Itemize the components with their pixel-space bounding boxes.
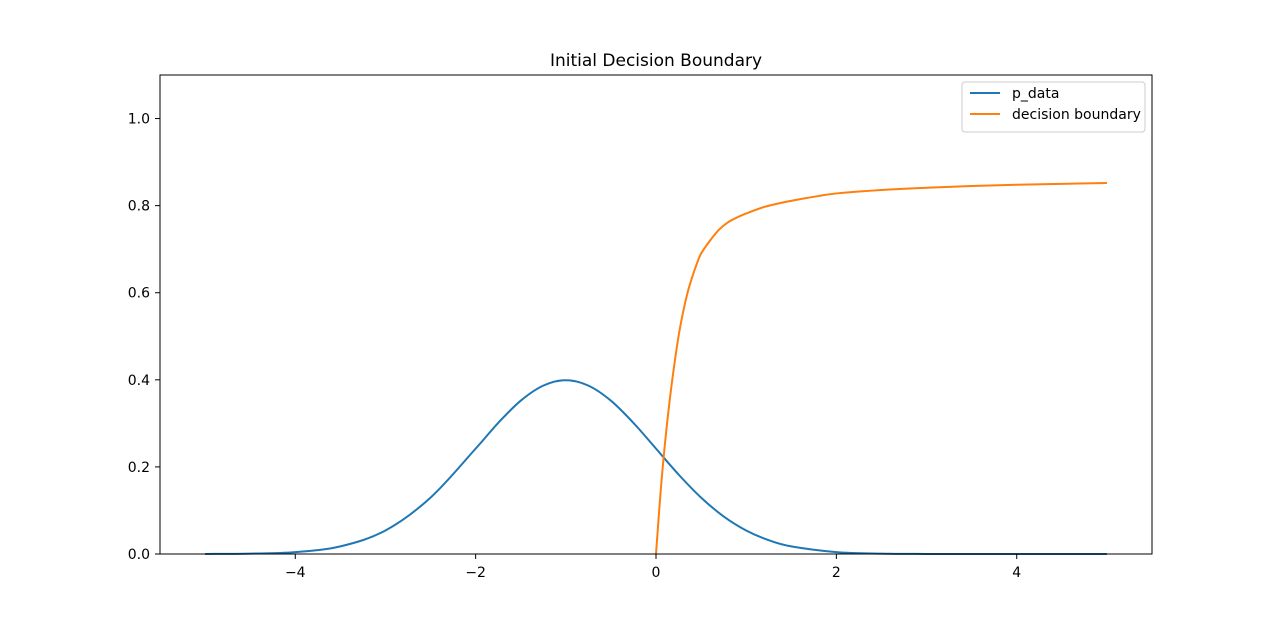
- x-tick-label: −2: [465, 565, 486, 581]
- legend: p_data decision boundary: [961, 81, 1146, 133]
- x-tick-label: 0: [652, 565, 661, 581]
- y-tick-label: 0.8: [128, 199, 150, 215]
- series-line-decision-boundary: [655, 181, 1107, 555]
- legend-label-p-data: p_data: [1012, 86, 1059, 102]
- y-tick-label: 0.0: [128, 547, 150, 563]
- legend-label-decision-boundary: decision boundary: [1012, 107, 1141, 123]
- legend-frame: [961, 81, 1146, 133]
- x-tick-label: 2: [832, 565, 841, 581]
- y-tick-label: 0.4: [128, 373, 150, 389]
- y-tick-label: 0.6: [128, 286, 150, 302]
- y-tick-label: 1.0: [128, 112, 150, 128]
- chart-title: Initial Decision Boundary: [550, 51, 762, 71]
- y-tick-label: 0.2: [128, 460, 150, 476]
- axes-layer: −4 −2 0 2 4 0.0 0.2 0.4 0.6 0.8 1.0: [128, 112, 1022, 581]
- x-tick-label: −4: [285, 565, 306, 581]
- x-tick-label: 4: [1012, 565, 1021, 581]
